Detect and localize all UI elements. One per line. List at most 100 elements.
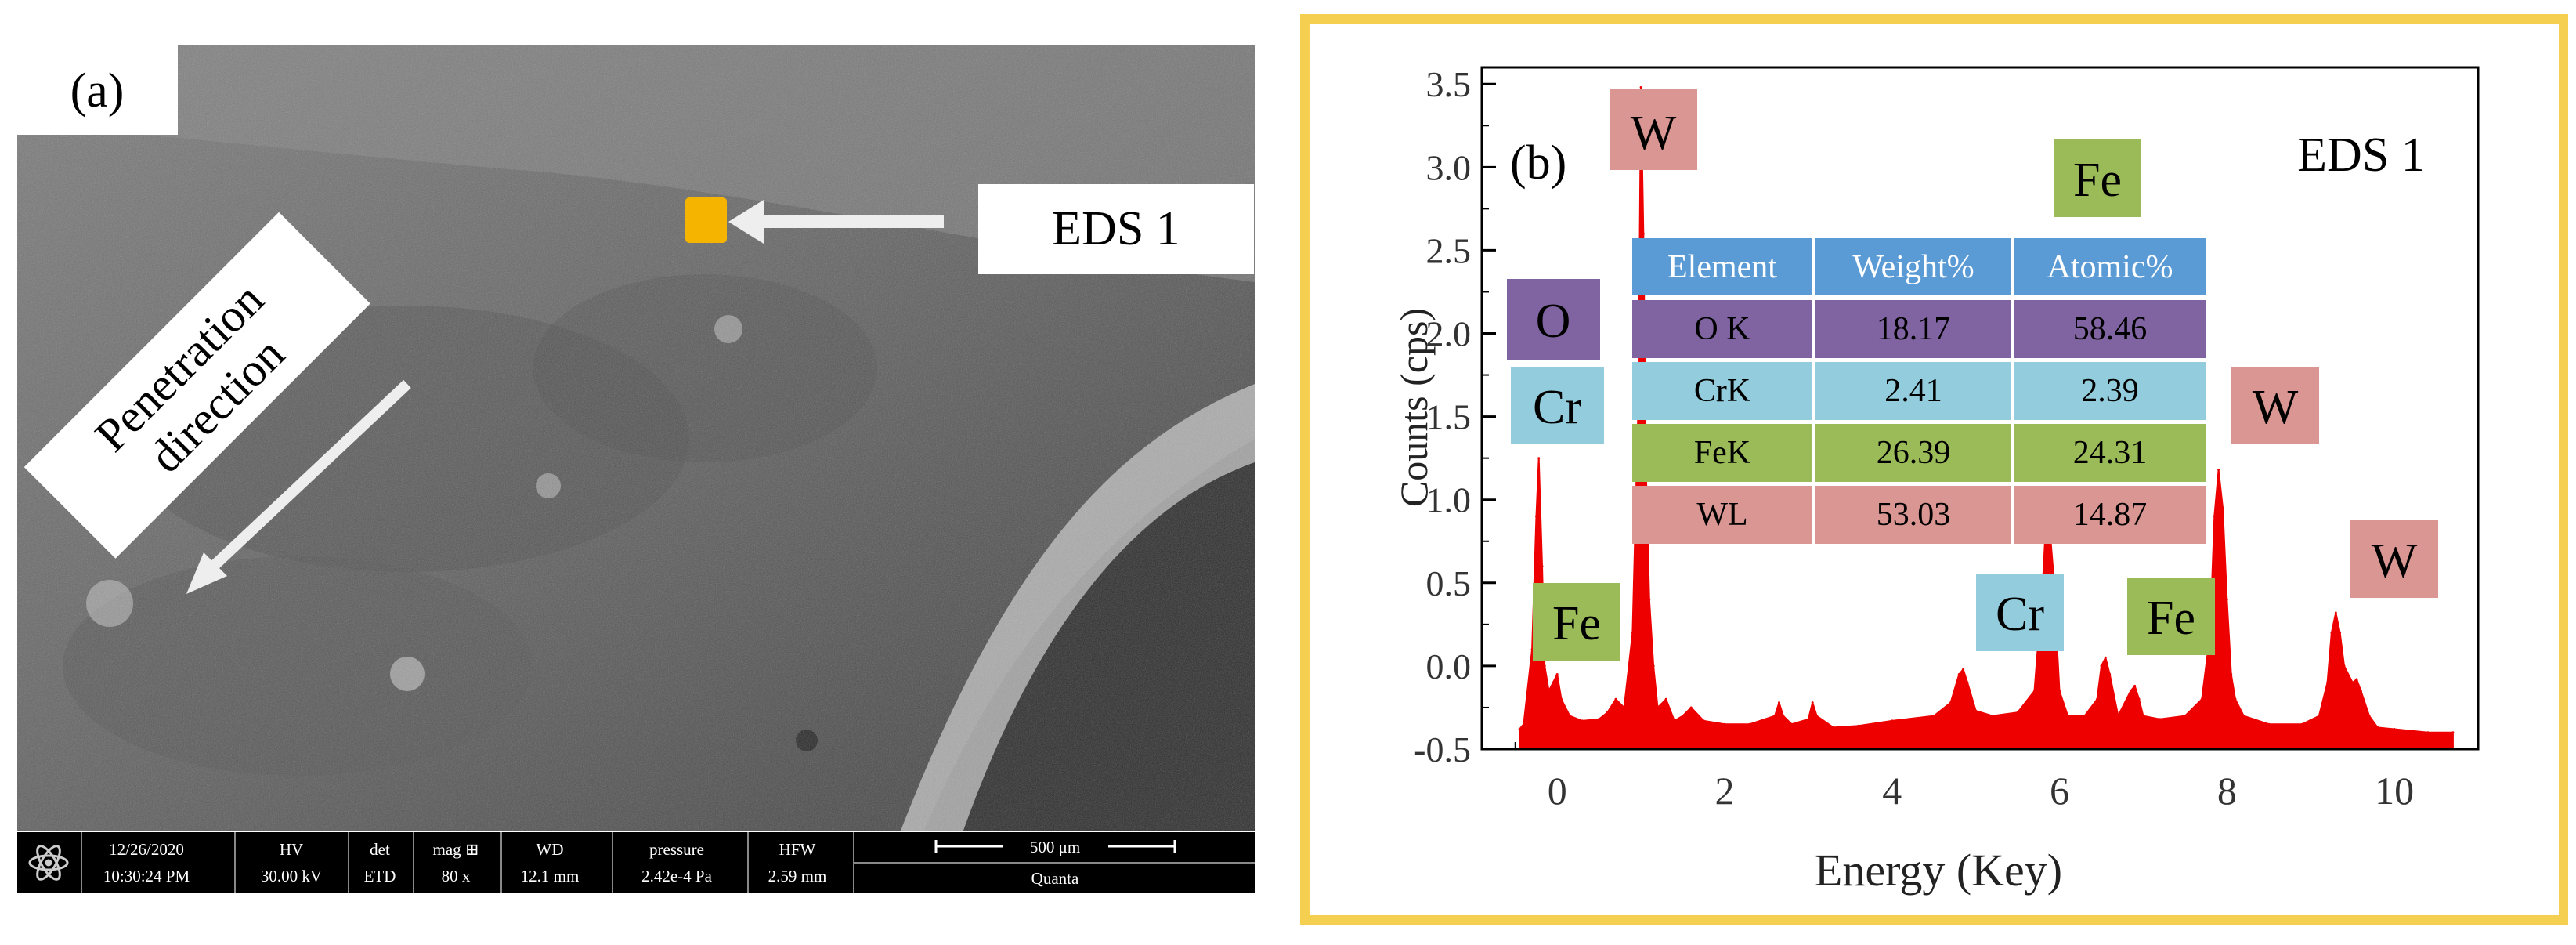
spectrum-point xyxy=(1541,565,1544,568)
spectrum-point xyxy=(2301,722,2303,726)
spectrum-point xyxy=(1974,709,1978,712)
spectrum-point xyxy=(2234,697,2237,701)
spectrum-point xyxy=(1957,673,1960,675)
spectrum-point xyxy=(2359,690,2362,693)
peak-label-w-1: W xyxy=(1610,89,1697,170)
spectrum-point xyxy=(1748,722,1751,726)
x-tick-label: 2 xyxy=(1714,769,1734,813)
spectrum-point xyxy=(2129,690,2132,693)
spectrum-point xyxy=(2108,673,2112,675)
spectrum-point xyxy=(2213,515,2216,518)
spectrum-point xyxy=(1606,711,1609,714)
svg-text:Cr: Cr xyxy=(1533,381,1581,434)
spectrum-point xyxy=(1522,722,1525,726)
info-det-header: det xyxy=(370,840,390,859)
y-tick-label: 2.0 xyxy=(1426,314,1472,354)
spectrum-point xyxy=(1807,718,1810,721)
svg-text:Fe: Fe xyxy=(2147,592,2195,645)
spectrum-point xyxy=(1782,715,1785,718)
chart-title: EDS 1 xyxy=(2297,129,2426,182)
x-tick-label: 4 xyxy=(1882,769,1902,813)
svg-text:O: O xyxy=(1536,295,1571,348)
table-header-element: Element xyxy=(1667,249,1777,285)
spectrum-point xyxy=(2326,681,2329,684)
spectrum-point xyxy=(1723,722,1726,726)
y-axis-label: Counts (cps) xyxy=(1392,308,1436,507)
spectrum-point xyxy=(1548,690,1550,693)
svg-text:W: W xyxy=(2372,534,2418,588)
peak-label-fe-3: Fe xyxy=(2127,578,2215,655)
spectrum-point xyxy=(1832,726,1835,729)
instrument-name: Quanta xyxy=(1031,869,1079,888)
spectrum-point xyxy=(1552,681,1555,684)
table-row: FeK 26.39 24.31 xyxy=(1632,424,2206,482)
y-tick-label: 0.5 xyxy=(1426,563,1472,603)
spectrum-point xyxy=(1568,715,1571,718)
x-tick-label: 6 xyxy=(2050,769,2069,813)
peak-label-cr-1: Cr xyxy=(1511,367,1604,444)
table-row: WL 53.03 14.87 xyxy=(1632,486,2206,544)
y-tick-label: 1.5 xyxy=(1426,397,1472,437)
spectrum-point xyxy=(2116,715,2119,718)
svg-text:24.31: 24.31 xyxy=(2073,435,2148,471)
spectrum-point xyxy=(2016,711,2019,714)
panel-b-label: (b) xyxy=(1510,136,1566,190)
spectrum-point xyxy=(2451,731,2455,734)
spectrum-point xyxy=(2137,697,2141,701)
spectrum-point xyxy=(1949,701,1953,704)
eds-point-marker xyxy=(685,197,727,243)
spectrum-point xyxy=(1543,664,1546,668)
sem-info-bar: 12/26/2020 10:30:24 PM HV 30.00 kV det E… xyxy=(17,832,1255,893)
spectrum-point xyxy=(2033,690,2036,693)
info-wd-header: WD xyxy=(537,840,564,859)
table-header-row: Element Weight% Atomic% xyxy=(1632,238,2206,295)
plot-frame xyxy=(1480,66,2480,751)
panel-a-label: (a) xyxy=(70,64,125,118)
spectrum-point xyxy=(1614,697,1617,701)
spectrum-point xyxy=(2230,673,2233,675)
y-tick-label: 0.0 xyxy=(1426,646,1472,686)
spectrum-point xyxy=(1648,598,1651,601)
spectrum-point xyxy=(1537,457,1541,460)
spectrum-point xyxy=(2051,565,2054,568)
eds-callout: EDS 1 xyxy=(685,184,1254,274)
svg-text:Fe: Fe xyxy=(1552,597,1601,650)
svg-text:W: W xyxy=(2253,381,2299,434)
spectrum-point xyxy=(2343,664,2346,668)
spectrum-point xyxy=(1518,728,1521,730)
table-header-weight: Weight% xyxy=(1852,249,1974,285)
spectrum-point xyxy=(1560,697,1563,701)
peak-label-cr-2: Cr xyxy=(1976,574,2064,651)
spectrum-point xyxy=(1702,719,1705,722)
panel-a-sem: (a) EDS 1 Penetration direction xyxy=(0,0,1284,941)
peak-label-fe-1: Fe xyxy=(2054,139,2141,217)
eds-callout-label: EDS 1 xyxy=(1052,202,1180,255)
svg-text:58.46: 58.46 xyxy=(2073,311,2148,347)
spectrum-point xyxy=(1891,719,1894,722)
y-tick-label: -0.5 xyxy=(1414,730,1471,769)
spectrum-point xyxy=(1631,632,1634,634)
info-mag-value: 80 x xyxy=(442,867,471,885)
spectrum-point xyxy=(1689,706,1693,709)
spectrum-point xyxy=(1664,697,1667,701)
spectrum-point xyxy=(1535,515,1537,518)
spectrum-point xyxy=(1778,701,1780,704)
spectrum-point xyxy=(1966,681,1969,684)
svg-text:O K: O K xyxy=(1694,311,1750,347)
info-hv-header: HV xyxy=(280,840,303,859)
peak-labels: W Fe O Cr W Fe xyxy=(1507,89,2438,661)
eds-arrowhead xyxy=(728,200,764,244)
spectrum-point xyxy=(1581,719,1584,722)
svg-text:Cr: Cr xyxy=(1996,588,2044,641)
spectrum-point xyxy=(2334,611,2337,614)
spectrum-point xyxy=(1555,673,1559,675)
info-det-value: ETD xyxy=(364,867,396,885)
spectrum-point xyxy=(1962,668,1965,671)
info-time: 10:30:24 PM xyxy=(103,867,190,885)
svg-text:2.41: 2.41 xyxy=(1884,373,1942,409)
spectrum-point xyxy=(2426,731,2430,734)
table-row: CrK 2.41 2.39 xyxy=(1632,362,2206,420)
x-tick-label: 10 xyxy=(2375,769,2414,813)
spectrum-point xyxy=(1642,232,1645,235)
x-axis-label: Energy (Key) xyxy=(1815,845,2062,896)
